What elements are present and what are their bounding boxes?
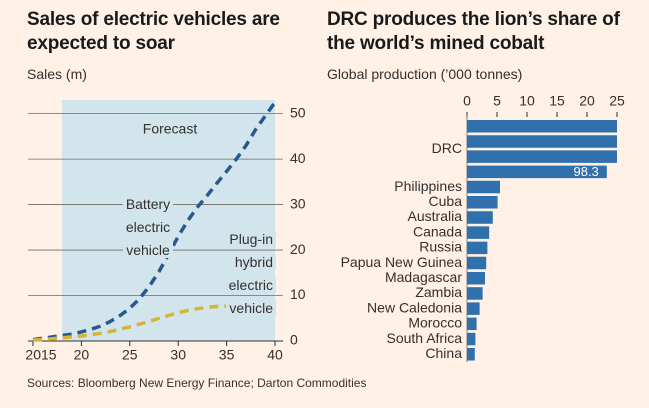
bar [467, 226, 490, 239]
x-tick-label: 10 [519, 93, 535, 109]
bar [467, 332, 476, 346]
category-label: China [425, 345, 462, 361]
category-label: Madagascar [385, 269, 462, 285]
x-tick-label: 40 [267, 347, 283, 363]
x-tick-label: 25 [122, 347, 138, 363]
category-label: Zambia [415, 284, 462, 300]
line-series [32, 304, 276, 342]
bar [467, 211, 493, 224]
category-label: Cuba [429, 193, 463, 209]
bar [467, 241, 488, 255]
bar [467, 348, 475, 361]
chart-title: DRC produces the lion’s share of the wor… [327, 9, 620, 54]
category-label: Papua New Guinea [341, 254, 463, 270]
bar [467, 120, 617, 179]
x-tick-label: 20 [579, 93, 595, 109]
value-label: 98.3 [573, 164, 598, 179]
bar [467, 302, 480, 315]
y-tick-label: 20 [290, 241, 306, 257]
x-tick-label: 35 [219, 347, 235, 363]
bar [467, 317, 477, 331]
category-label: Canada [413, 223, 462, 239]
x-tick-label: 0 [463, 93, 471, 109]
source: Sources: Bloomberg New Energy Finance; D… [27, 376, 367, 390]
y-tick-label: 30 [290, 195, 306, 211]
x-tick-label: 20 [74, 347, 90, 363]
category-label: Russia [419, 239, 462, 255]
category-label: New Caledonia [367, 299, 462, 315]
y-tick-label: 40 [290, 150, 306, 166]
series-label: Plug-in hybrid electric vehicle [225, 231, 276, 316]
category-label: DRC [432, 140, 462, 156]
x-tick-label: 25 [609, 93, 625, 109]
y-tick-label: 50 [290, 104, 306, 120]
series-label: Battery electric vehicle [122, 196, 174, 258]
y-tick-label: 10 [290, 286, 306, 302]
bar [467, 180, 500, 194]
annotation: Forecast [143, 121, 198, 137]
category-label: Morocco [408, 315, 462, 331]
bar [467, 287, 483, 300]
x-tick-label: 15 [549, 93, 565, 109]
category-label: Australia [408, 208, 463, 224]
y-tick-label: 0 [290, 332, 298, 348]
line-series [32, 101, 277, 342]
category-label: South Africa [387, 330, 463, 346]
x-tick-label: 2015 [25, 347, 56, 363]
axis-label: Sales (m) [27, 66, 87, 82]
x-tick-label: 30 [170, 347, 186, 363]
bar [467, 256, 487, 270]
category-label: Philippines [394, 178, 462, 194]
axis-label: Global production (’000 tonnes) [327, 66, 523, 82]
chart-title: Sales of electric vehicles are expected … [27, 9, 280, 54]
bar [467, 196, 498, 209]
x-tick-label: 5 [493, 93, 501, 109]
bar [467, 272, 485, 285]
